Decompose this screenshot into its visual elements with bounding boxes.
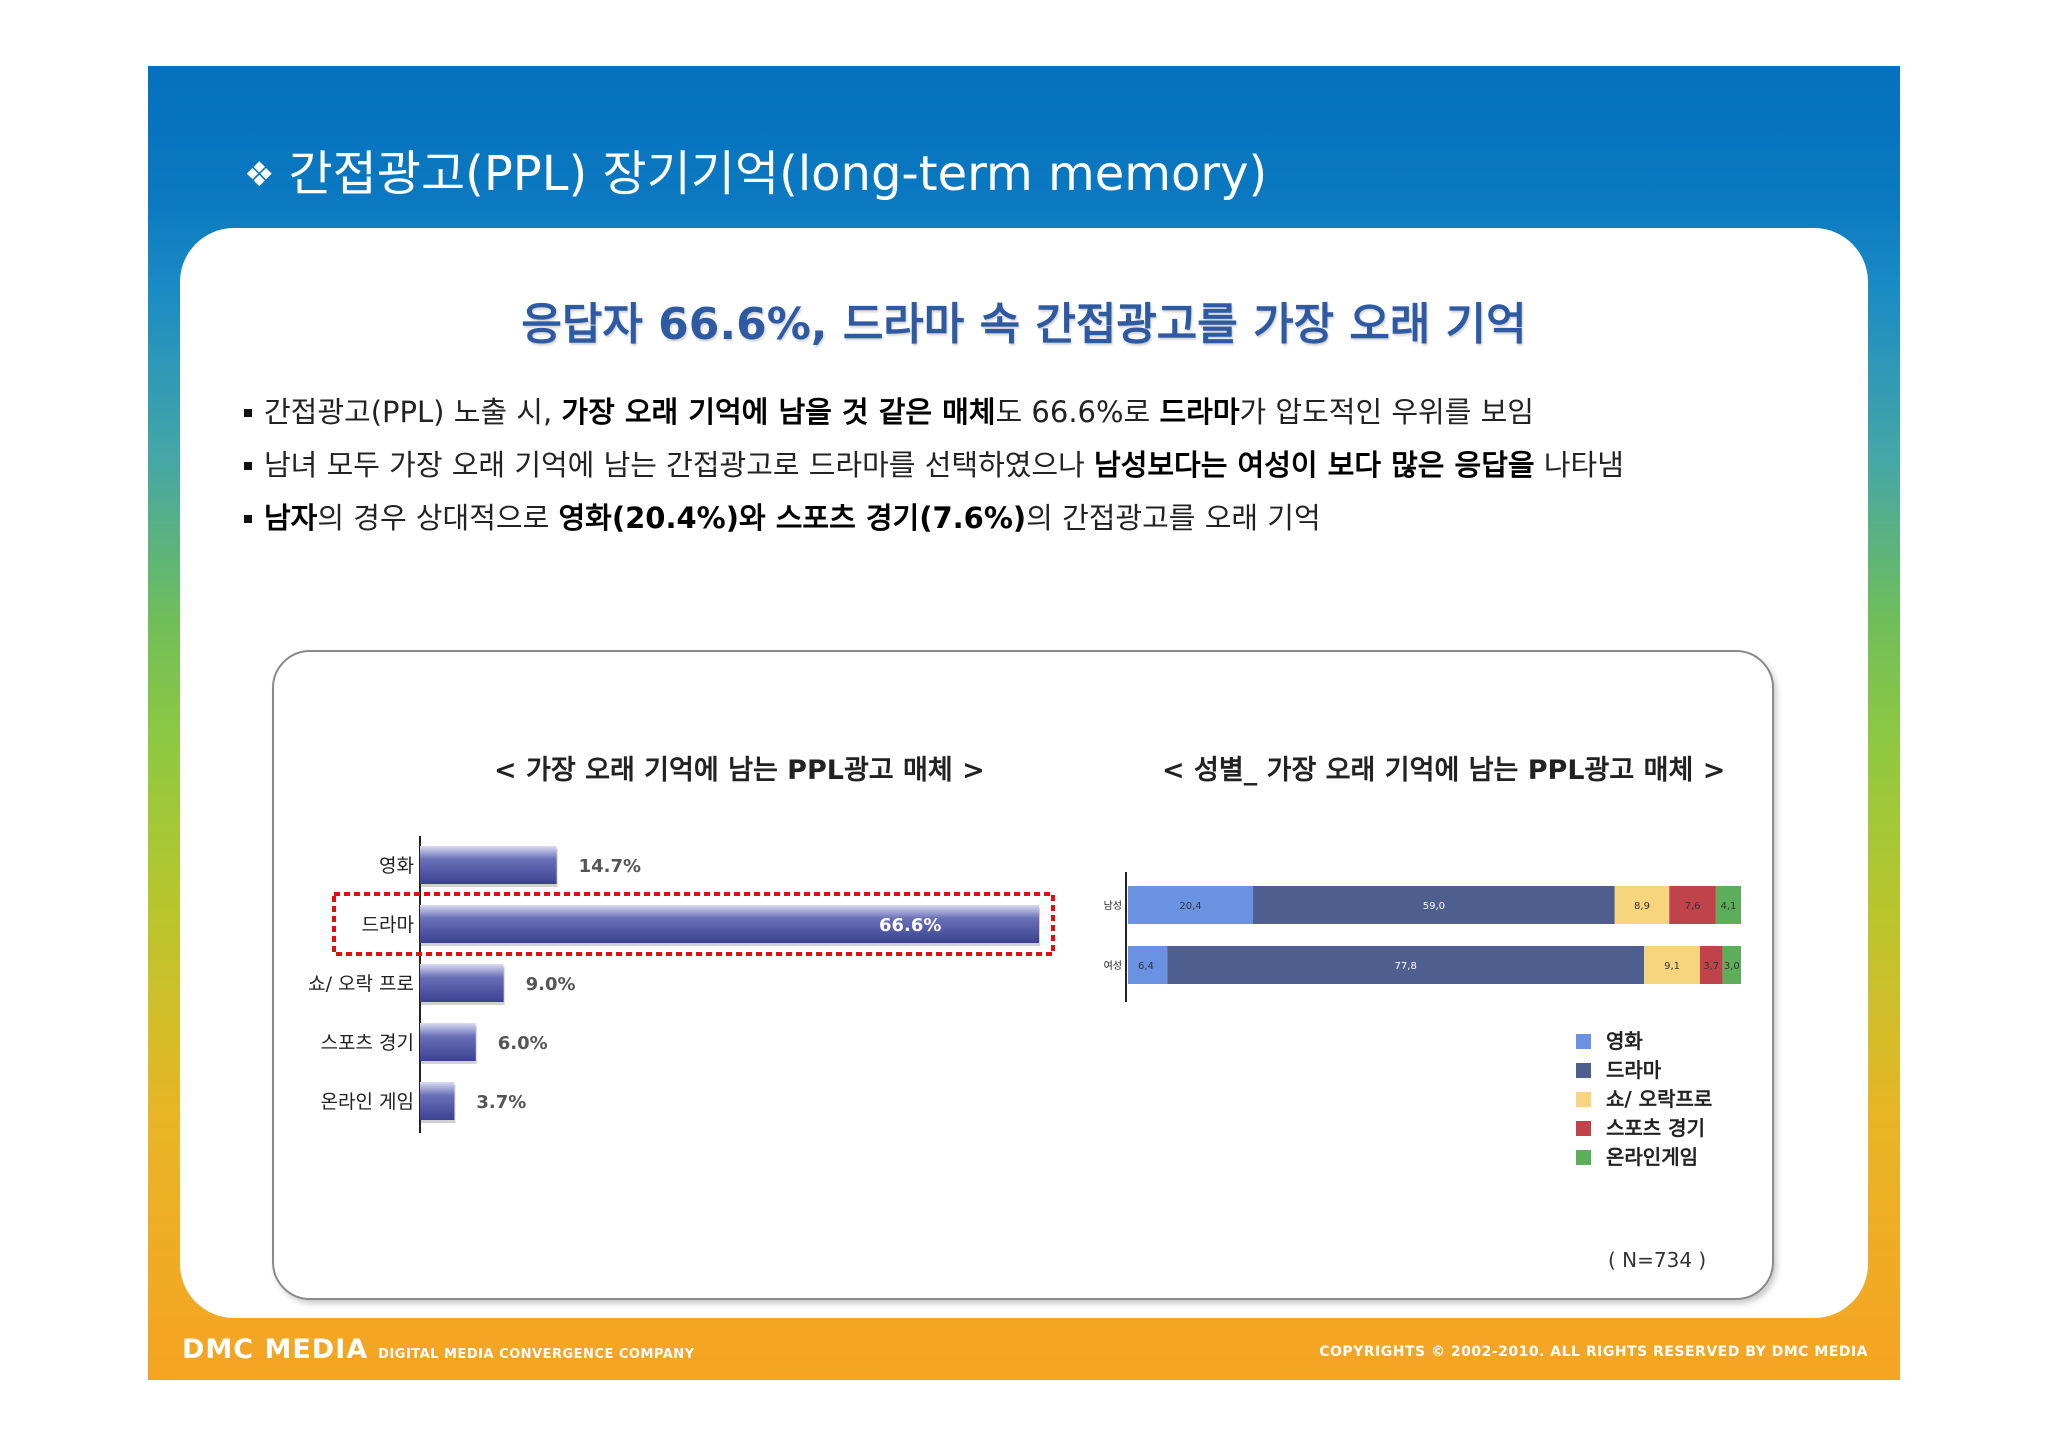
footer-copyright: COPYRIGHTS © 2002-2010. ALL RIGHTS RESER…	[1319, 1344, 1868, 1360]
bullet-emphasis: 남성보다는 여성이 보다 많은 응답을	[1094, 448, 1535, 482]
segment-label: 3,0	[1724, 961, 1740, 972]
slide-title: ❖ 간접광고(PPL) 장기기억(long-term memory)	[244, 134, 1267, 204]
legend-label: 온라인게임	[1606, 1145, 1698, 1169]
bullet-item: 남녀 모두 가장 오래 기억에 남는 간접광고로 드라마를 선택하였으나 남성보…	[242, 449, 1624, 482]
gender-stacked-bar-chart: 남성 20,4 59,0 8,9 7,6 4,1 여성 6,4 77,8 9,1 3,7 3,0 영화드…	[1104, 872, 1741, 1169]
diamond-bullet-icon: ❖	[244, 155, 275, 195]
segment-label: 6,4	[1138, 961, 1154, 972]
bullet-item: 남자의 경우 상대적으로 영화(20.4%)와 스포츠 경기(7.6%)의 간접…	[242, 502, 1624, 535]
bar	[420, 905, 1039, 943]
stacked-segment	[1699, 946, 1723, 984]
legend-label: 영화	[1606, 1029, 1643, 1053]
segment-label: 7,6	[1685, 901, 1701, 912]
bar	[420, 964, 504, 1002]
legend-label: 스포츠 경기	[1606, 1116, 1705, 1140]
footer-logo: DMC MEDIA DIGITAL MEDIA CONVERGENCE COMPA…	[182, 1334, 695, 1365]
bullet-text: 의 경우 상대적으로	[317, 501, 559, 535]
legend-swatch	[1576, 1150, 1591, 1165]
stacked-segment	[1715, 886, 1741, 924]
segment-label: 8,9	[1634, 901, 1650, 912]
legend-swatch	[1576, 1092, 1591, 1107]
slide-title-text: 간접광고(PPL) 장기기억(long-term memory)	[288, 146, 1268, 202]
category-label: 여성	[1104, 960, 1122, 972]
category-label: 영화	[379, 855, 414, 877]
stacked-segment	[1614, 886, 1670, 924]
stacked-segment	[1644, 946, 1700, 984]
bullet-item: 간접광고(PPL) 노출 시, 가장 오래 기억에 남을 것 같은 매체도 66…	[242, 396, 1624, 429]
bar	[420, 1023, 476, 1061]
bullet-emphasis: 영화(20.4%)와 스포츠 경기(7.6%)	[558, 501, 1027, 535]
legend-swatch	[1576, 1034, 1591, 1049]
overall-bar-chart: 영화 14.7% 드라마 66.6% 쇼/ 오락 프로 9.0% 스포츠 경기 6.0% 온라인…	[308, 836, 1055, 1133]
headline: 응답자 66.6%, 드라마 속 간접광고를 가장 오래 기억	[521, 299, 1527, 350]
sample-size-note: ( N=734 )	[1608, 1248, 1707, 1272]
bar	[420, 1082, 455, 1120]
stacked-segment	[1128, 886, 1254, 924]
bullet-text: 나타냄	[1534, 448, 1624, 482]
value-label: 66.6%	[879, 915, 941, 936]
legend-swatch	[1576, 1063, 1591, 1078]
bullet-text: 도 66.6%로	[995, 395, 1160, 429]
segment-label: 20,4	[1179, 901, 1201, 912]
bullet-text: 의 간접광고를 오래 기억	[1026, 501, 1321, 535]
legend-label: 쇼/ 오락프로	[1606, 1087, 1712, 1111]
value-label: 3.7%	[476, 1092, 526, 1113]
bullet-emphasis: 가장 오래 기억에 남을 것 같은 매체	[561, 395, 996, 429]
segment-label: 3,7	[1703, 961, 1719, 972]
segment-label: 9,1	[1664, 961, 1680, 972]
category-label: 드라마	[362, 914, 414, 936]
legend-label: 드라마	[1606, 1058, 1662, 1082]
category-label: 스포츠 경기	[321, 1032, 414, 1054]
stacked-segment	[1669, 886, 1716, 924]
bullet-emphasis: 드라마	[1159, 395, 1240, 429]
category-label: 남성	[1104, 900, 1122, 912]
segment-label: 59,0	[1423, 901, 1445, 912]
bullet-list: 간접광고(PPL) 노출 시, 가장 오래 기억에 남을 것 같은 매체도 66…	[242, 396, 1624, 555]
bullet-text: 남녀 모두 가장 오래 기억에 남는 간접광고로 드라마를 선택하였으나	[264, 448, 1095, 482]
bullet-emphasis: 남자	[264, 501, 318, 535]
bullet-text: 간접광고(PPL) 노출 시,	[264, 395, 562, 429]
value-label: 6.0%	[498, 1033, 548, 1054]
chart-title-gender: < 성별_ 가장 오래 기억에 남는 PPL광고 매체 >	[1162, 755, 1726, 786]
stacked-segment	[1722, 946, 1741, 984]
chart-title-overall: < 가장 오래 기억에 남는 PPL광고 매체 >	[494, 755, 985, 786]
value-label: 14.7%	[579, 856, 641, 877]
footer-tagline: DIGITAL MEDIA CONVERGENCE COMPANY	[378, 1347, 695, 1362]
stacked-segment	[1128, 946, 1168, 984]
category-label: 온라인 게임	[321, 1091, 414, 1113]
stacked-segment	[1253, 886, 1615, 924]
category-label: 쇼/ 오락 프로	[308, 973, 414, 995]
dmc-media-logo: DMC MEDIA	[182, 1334, 369, 1365]
value-label: 9.0%	[526, 974, 576, 995]
stacked-segment	[1167, 946, 1645, 984]
segment-label: 77,8	[1395, 961, 1417, 972]
bullet-text: 가 압도적인 우위를 보임	[1239, 395, 1534, 429]
legend-swatch	[1576, 1121, 1591, 1136]
bar	[420, 846, 557, 884]
segment-label: 4,1	[1720, 901, 1736, 912]
chart-box: < 가장 오래 기억에 남는 PPL광고 매체 > < 성별_ 가장 오래 기억…	[272, 650, 1774, 1300]
